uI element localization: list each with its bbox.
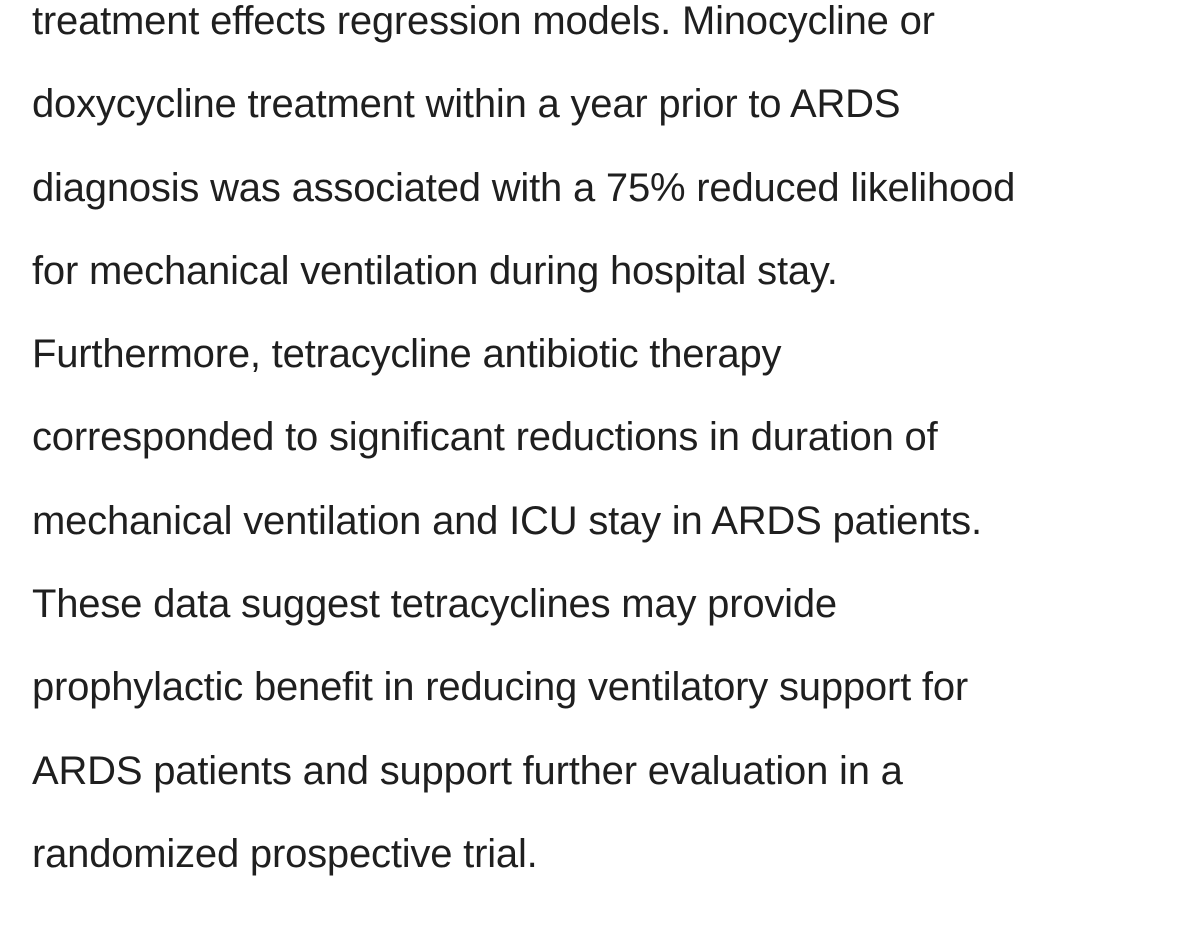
abstract-text: treatment effects regression models. Min… [32, 0, 1182, 916]
text-line-11: randomized prospective trial. [32, 831, 538, 876]
text-line-9: prophylactic benefit in reducing ventila… [32, 665, 968, 710]
text-line-8: These data suggest tetracyclines may pro… [32, 582, 837, 627]
text-line-5: Furthermore, tetracycline antibiotic the… [32, 332, 782, 377]
text-line-10: ARDS patients and support further evalua… [32, 748, 903, 793]
text-line-3: diagnosis was associated with a 75% redu… [32, 165, 1016, 210]
text-line-7: mechanical ventilation and ICU stay in A… [32, 498, 982, 543]
text-line-6: corresponded to significant reductions i… [32, 415, 938, 460]
text-line-1: treatment effects regression models. Min… [32, 0, 935, 43]
text-line-2: doxycycline treatment within a year prio… [32, 82, 901, 127]
text-line-4: for mechanical ventilation during hospit… [32, 248, 838, 293]
